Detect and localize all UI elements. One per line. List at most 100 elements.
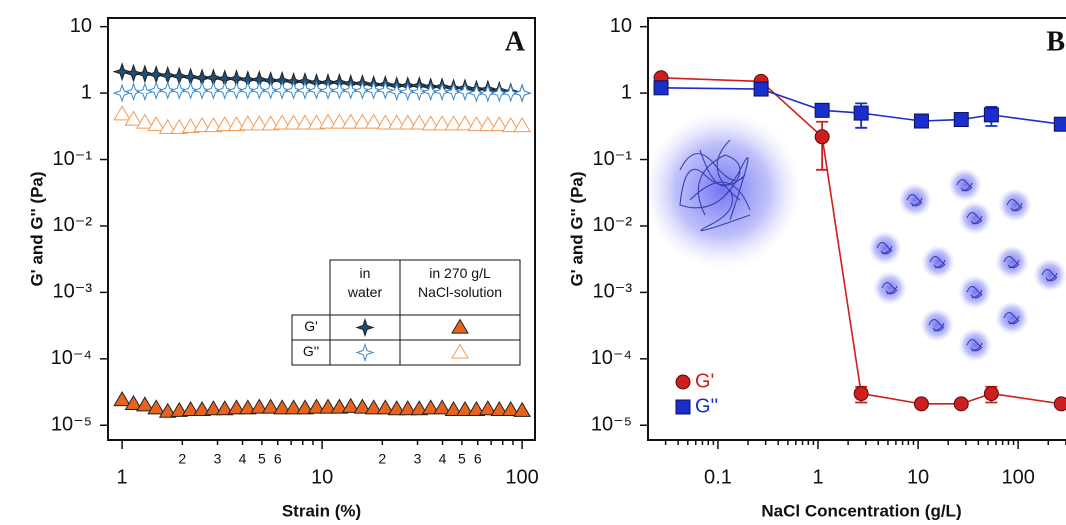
marker — [112, 62, 132, 82]
marker — [136, 113, 154, 129]
marker — [170, 118, 189, 134]
marker — [451, 343, 469, 359]
marker — [227, 116, 246, 132]
marker — [1053, 116, 1066, 132]
x-tick-label: 2 — [178, 451, 186, 467]
small-blob — [958, 328, 992, 362]
marker — [1053, 396, 1066, 412]
marker — [181, 117, 200, 133]
marker — [355, 342, 375, 363]
marker — [193, 116, 211, 133]
y-axis-label: G' and G'' (Pa) — [27, 171, 46, 286]
coil — [929, 256, 946, 269]
marker — [123, 63, 144, 83]
marker — [272, 80, 292, 100]
legend-label: G'' — [695, 395, 718, 417]
marker — [451, 318, 469, 334]
marker — [376, 114, 395, 130]
plot-frame — [647, 17, 1066, 441]
marker — [983, 107, 999, 123]
coil — [876, 242, 893, 255]
marker — [170, 401, 189, 417]
y-tick-label: 1 — [621, 81, 632, 103]
small-blob — [995, 301, 1029, 335]
x-tick-label: 4 — [239, 451, 247, 467]
marker — [203, 80, 223, 100]
marker — [467, 116, 486, 132]
marker — [296, 114, 314, 130]
small-blob — [948, 168, 982, 202]
y-tick-label: 10⁻⁴ — [51, 347, 92, 369]
marker — [329, 80, 349, 100]
illustration — [644, 112, 1066, 362]
y-tick-label: 10⁻² — [593, 214, 633, 236]
coil — [1003, 256, 1020, 269]
marker — [501, 400, 520, 417]
marker — [501, 116, 520, 133]
marker — [455, 82, 475, 102]
marker — [124, 110, 143, 126]
y-tick-label: 10⁻⁴ — [591, 347, 632, 369]
marker — [296, 399, 314, 415]
marker — [318, 80, 338, 100]
marker — [273, 114, 291, 130]
marker — [913, 396, 929, 412]
x-tick-label: 10 — [907, 466, 929, 488]
marker — [364, 80, 384, 100]
small-blob — [958, 275, 992, 309]
marker — [158, 80, 178, 100]
marker — [307, 398, 326, 414]
marker — [913, 113, 929, 129]
legend-column: in water — [347, 265, 383, 300]
marker — [283, 80, 304, 100]
marker — [355, 317, 375, 338]
marker — [653, 80, 669, 96]
marker — [490, 400, 509, 417]
legend-row: G' — [304, 318, 318, 334]
marker — [261, 115, 280, 131]
marker — [421, 82, 441, 102]
marker — [307, 114, 326, 130]
marker — [226, 80, 247, 100]
marker — [375, 80, 395, 100]
marker — [444, 400, 463, 417]
x-tick-label: 100 — [1001, 466, 1034, 488]
marker — [410, 400, 429, 416]
x-tick-label: 5 — [258, 451, 266, 467]
y-tick-label: 10⁻³ — [593, 281, 633, 303]
marker — [513, 116, 531, 133]
marker — [169, 80, 189, 100]
y-tick-label: 10⁻³ — [53, 281, 93, 303]
coil — [966, 212, 983, 225]
marker — [364, 113, 383, 129]
coil — [928, 319, 945, 332]
marker — [284, 114, 303, 130]
marker — [136, 396, 154, 412]
marker — [409, 82, 429, 102]
small-blob — [1033, 258, 1066, 292]
small-blob — [898, 183, 932, 217]
marker — [147, 399, 166, 415]
marker — [421, 115, 440, 131]
marker — [273, 399, 291, 415]
marker — [112, 83, 132, 103]
marker — [215, 400, 234, 416]
marker — [814, 102, 830, 118]
marker — [204, 400, 223, 416]
marker — [853, 105, 869, 121]
marker — [353, 398, 372, 414]
y-tick-label: 10⁻⁵ — [591, 414, 632, 436]
marker — [352, 80, 372, 100]
y-tick-label: 1 — [81, 81, 92, 103]
marker — [398, 114, 417, 130]
x-tick-label: 6 — [474, 451, 482, 467]
coil — [1003, 312, 1020, 325]
marker — [341, 80, 361, 100]
marker — [306, 80, 327, 100]
x-tick-label: 1 — [117, 466, 128, 488]
x-axis-label: NaCl Concentration (g/L) — [761, 501, 961, 520]
marker — [215, 80, 235, 100]
x-tick-label: 6 — [274, 451, 282, 467]
marker — [238, 80, 258, 100]
